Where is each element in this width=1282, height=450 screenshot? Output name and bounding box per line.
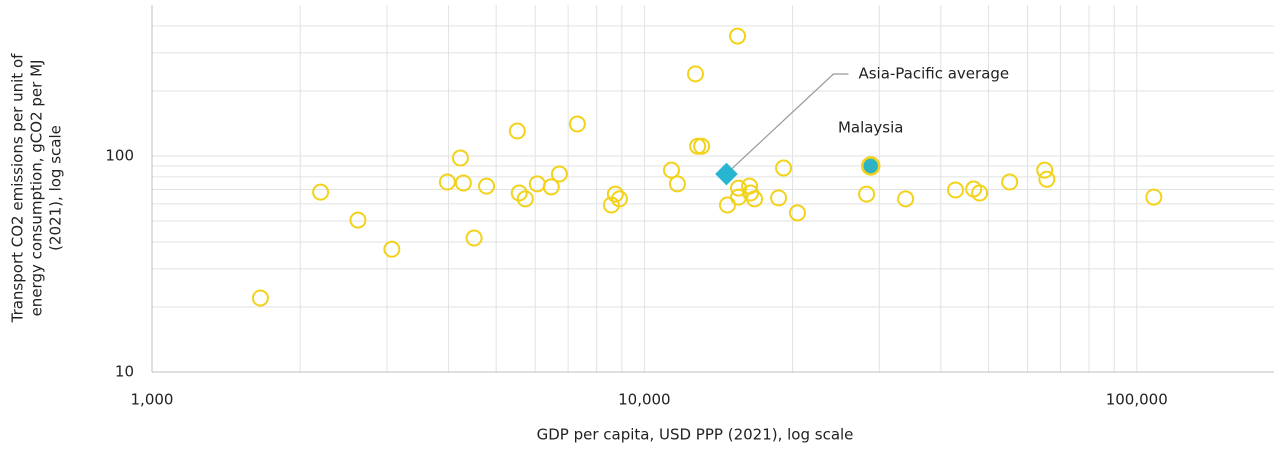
average-label: Asia-Pacific average [858, 65, 1009, 83]
point [465, 229, 483, 247]
point [1145, 188, 1163, 206]
point [383, 240, 401, 258]
point [312, 183, 330, 201]
point [686, 65, 704, 83]
x-tick-label: 100,000 [1106, 391, 1168, 409]
y-tick-label: 10 [115, 363, 134, 381]
y-axis-label: Transport CO2 emissions per unit of [9, 53, 27, 324]
point [1036, 161, 1054, 179]
point [550, 165, 568, 183]
point [770, 189, 788, 207]
point [454, 174, 472, 192]
point [662, 161, 680, 179]
point [718, 196, 736, 214]
point [897, 190, 915, 208]
point [746, 190, 764, 208]
point [516, 190, 534, 208]
point [349, 211, 367, 229]
point [775, 159, 793, 177]
point [788, 204, 806, 222]
point [568, 115, 586, 133]
point [1038, 170, 1056, 188]
point [730, 188, 748, 206]
point [693, 137, 711, 155]
x-axis-label: GDP per capita, USD PPP (2021), log scal… [537, 426, 854, 444]
point [971, 184, 989, 202]
y-axis-label: (2021), log scale [47, 125, 65, 251]
point [668, 175, 686, 193]
point [606, 185, 624, 203]
point [947, 181, 965, 199]
point [438, 173, 456, 191]
point [451, 149, 469, 167]
point [542, 178, 560, 196]
point [1001, 173, 1019, 191]
highlight-point [860, 156, 881, 176]
point [510, 184, 528, 202]
highlight-label: Malaysia [838, 118, 904, 136]
y-tick-label: 100 [105, 146, 134, 164]
point [729, 27, 747, 45]
point [251, 289, 269, 307]
y-axis-label: energy consumption, gCO2 per MJ [28, 60, 46, 317]
x-tick-label: 1,000 [131, 391, 174, 409]
point [858, 185, 876, 203]
point [478, 177, 496, 195]
point [508, 122, 526, 140]
point [610, 190, 628, 208]
leader-line [731, 73, 849, 170]
x-tick-label: 10,000 [618, 391, 671, 409]
